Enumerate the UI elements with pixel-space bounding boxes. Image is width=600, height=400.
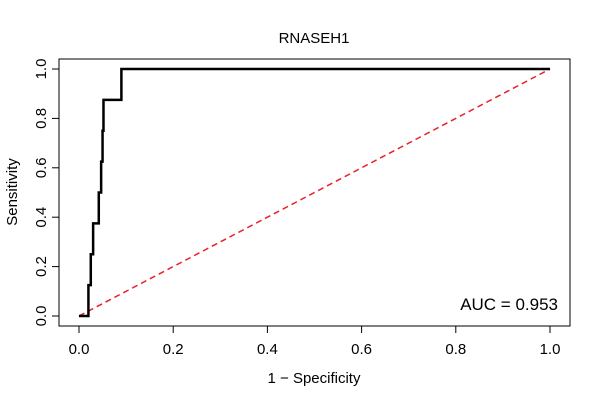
- x-tick-label: 0.6: [351, 341, 372, 358]
- y-tick-label: 0.2: [33, 256, 50, 277]
- roc-curve-line: [79, 67, 550, 318]
- x-tick-label: 0.0: [69, 341, 90, 358]
- x-tick-label: 0.2: [163, 341, 184, 358]
- auc-annotation: AUC = 0.953: [460, 295, 558, 314]
- y-axis: 0.0 0.2 0.4 0.6 0.8 1.0: [33, 59, 60, 327]
- y-tick-label: 1.0: [33, 59, 50, 80]
- reference-diagonal-line: [78, 68, 551, 317]
- series-layer: [78, 67, 551, 318]
- x-axis-label: 1 − Specificity: [268, 370, 361, 387]
- x-tick-label: 0.8: [445, 341, 466, 358]
- x-axis: 0.0 0.2 0.4 0.6 0.8 1.0: [69, 325, 561, 358]
- x-tick-label: 1.0: [540, 341, 561, 358]
- y-axis-label: Sensitivity: [4, 158, 21, 226]
- chart-title: RNASEH1: [279, 30, 350, 47]
- y-tick-label: 0.4: [33, 207, 50, 228]
- y-tick-label: 0.0: [33, 306, 50, 327]
- x-tick-label: 0.4: [257, 341, 278, 358]
- y-tick-label: 0.6: [33, 157, 50, 178]
- y-tick-label: 0.8: [33, 108, 50, 129]
